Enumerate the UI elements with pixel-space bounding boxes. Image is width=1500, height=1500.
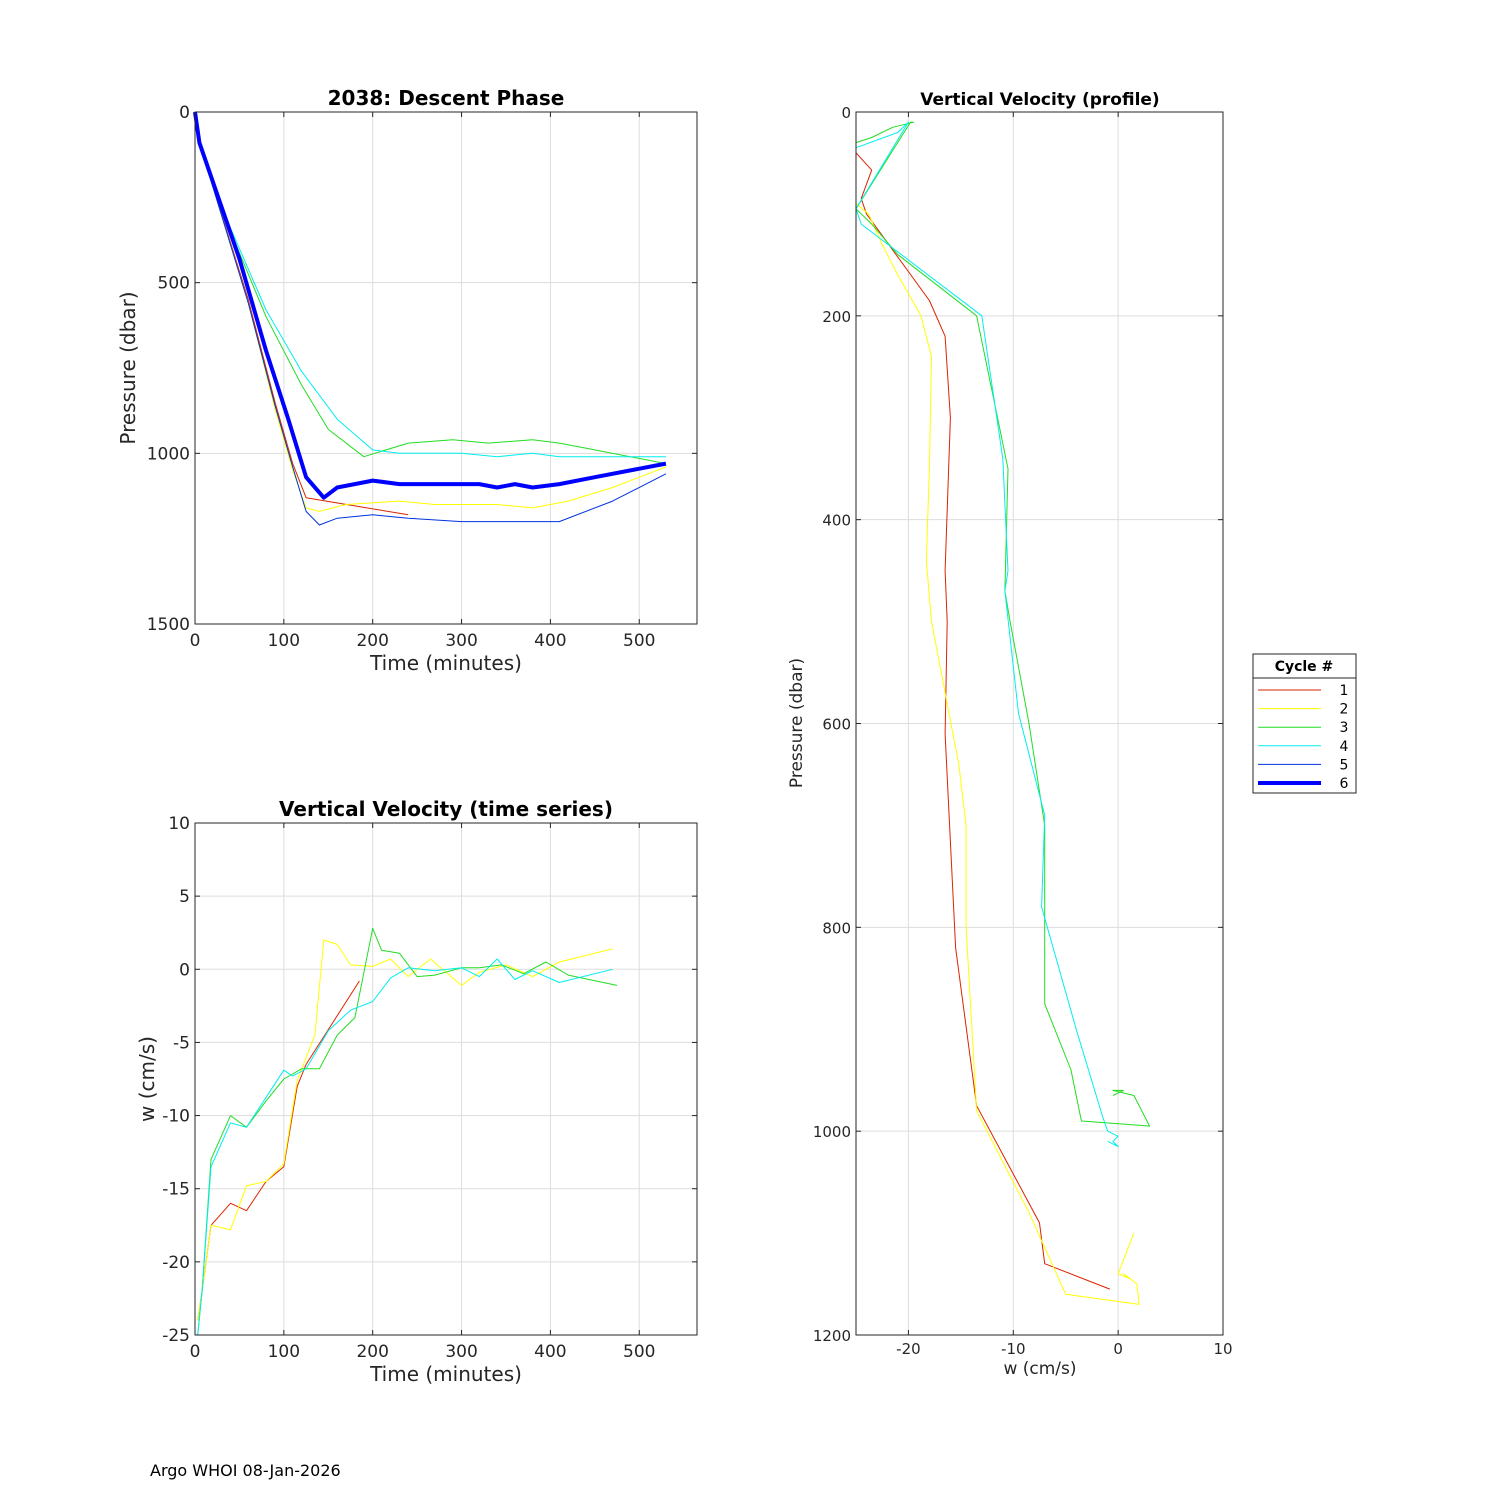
descent-plot-area [195,112,697,624]
profile-series-cycle-1 [855,152,1110,1290]
ts-series-cycle-2 [197,939,613,1321]
x-tick-label: 200 [356,1342,388,1362]
y-tick-label: 800 [822,919,851,937]
x-tick-label: 400 [534,1342,566,1362]
legend-label-cycle-4: 4 [1340,739,1349,755]
descent-series-cycle-4 [194,111,666,458]
profile-xlabel: w (cm/s) [1003,1359,1076,1379]
y-tick-label: 1500 [147,615,190,635]
x-tick-label: 0 [190,631,201,651]
profile-grid [856,111,1224,1336]
legend-box [1252,653,1357,794]
profile-title: Vertical Velocity (profile) [920,90,1159,110]
y-tick-label: 0 [841,104,851,122]
x-tick-label: 400 [534,631,566,651]
timeseries-series-lines [197,927,618,1336]
profile-series-cycle-3 [855,121,1151,1127]
profile-ylabel: Pressure (dbar) [787,658,807,788]
timeseries-xlabel: Time (minutes) [369,1362,522,1386]
x-tick-label: 300 [445,1342,477,1362]
descent-phase-chart: 0 100 200 300 400 500 0 500 1000 1500 2038: Desce… [116,86,698,675]
timeseries-ylabel: w (cm/s) [135,1036,159,1122]
descent-title: 2038: Descent Phase [328,86,565,110]
y-tick-label: 1000 [813,1123,851,1141]
y-tick-label: -20 [162,1253,190,1273]
descent-xlabel: Time (minutes) [369,651,522,675]
legend-title: Cycle # [1275,659,1334,675]
ts-series-cycle-4 [197,958,613,1336]
descent-ticks: 0 100 200 300 400 500 0 500 1000 1500 [147,103,697,651]
x-tick-label: 0 [1113,1340,1123,1358]
y-tick-label: 400 [822,512,851,530]
y-tick-label: 10 [168,814,190,834]
y-tick-label: 0 [179,960,190,980]
footer-credit: Argo WHOI 08-Jan-2026 [150,1461,341,1480]
y-tick-label: -25 [162,1326,190,1346]
legend-label-cycle-3: 3 [1340,720,1349,736]
x-tick-label: 0 [190,1342,201,1362]
y-tick-label: 1200 [813,1327,851,1345]
x-tick-label: -10 [1001,1340,1026,1358]
descent-ylabel: Pressure (dbar) [116,291,140,444]
legend-label-cycle-1: 1 [1340,683,1349,699]
y-tick-label: -5 [173,1033,190,1053]
x-tick-label: 500 [623,1342,655,1362]
y-tick-label: 600 [822,716,851,734]
descent-series-lines [193,111,667,526]
x-tick-label: 500 [623,631,655,651]
x-tick-label: 100 [268,631,300,651]
timeseries-ticks: 0 100 200 300 400 500 -25 -20 -15 -10 -5 0 5 10 [162,814,697,1362]
legend-label-cycle-2: 2 [1340,702,1349,718]
legend-entries: 1 2 3 4 5 6 [1258,683,1349,792]
timeseries-title: Vertical Velocity (time series) [279,797,613,821]
ts-series-cycle-3 [197,927,618,1336]
descent-axes-box [194,111,698,625]
x-tick-label: -20 [896,1340,921,1358]
descent-series-cycle-6 [193,111,667,500]
x-tick-label: 100 [268,1342,300,1362]
cycle-legend: Cycle # 1 2 3 4 5 6 [1252,653,1357,794]
profile-series-cycle-2 [855,203,1140,1305]
y-tick-label: 500 [158,274,190,294]
timeseries-plot-area [195,823,697,1335]
velocity-timeseries-chart: 0 100 200 300 400 500 -25 -20 -15 -10 -5 0 5 10 Verti… [135,797,698,1386]
y-tick-label: -10 [162,1107,190,1127]
timeseries-axes-box [194,822,698,1336]
y-tick-label: 1000 [147,444,190,464]
x-tick-label: 300 [445,631,477,651]
y-tick-label: 0 [179,103,190,123]
y-tick-label: -15 [162,1180,190,1200]
x-tick-label: 200 [356,631,388,651]
descent-series-cycle-5 [194,111,667,526]
y-tick-label: 5 [179,887,190,907]
profile-series-lines [855,121,1151,1305]
y-tick-label: 200 [822,308,851,326]
legend-label-cycle-6: 6 [1340,776,1349,792]
legend-label-cycle-5: 5 [1340,757,1349,773]
x-tick-label: 10 [1213,1340,1232,1358]
